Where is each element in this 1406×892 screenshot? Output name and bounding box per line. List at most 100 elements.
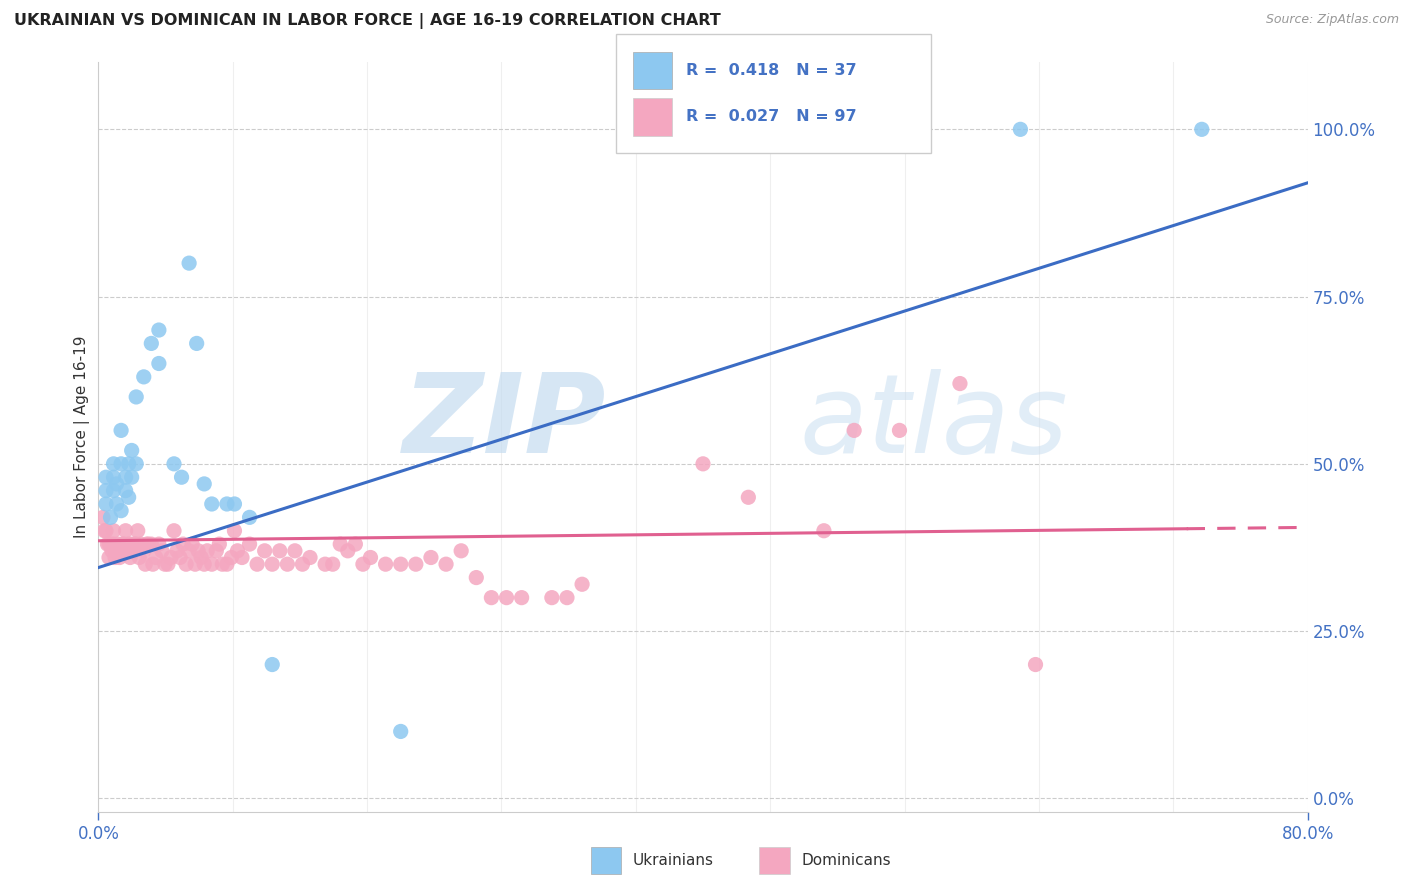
Point — [181, 537, 204, 551]
Point — [193, 557, 215, 572]
Point — [129, 537, 152, 551]
Point — [190, 550, 212, 565]
Point — [336, 544, 359, 558]
Point — [571, 577, 593, 591]
Point — [1010, 122, 1032, 136]
Point — [284, 544, 307, 558]
Point — [105, 497, 128, 511]
Point — [110, 424, 132, 438]
Point — [142, 557, 165, 572]
Point — [163, 457, 186, 471]
Point — [125, 457, 148, 471]
Point — [889, 424, 911, 438]
Point — [510, 591, 533, 605]
Point — [103, 524, 125, 538]
Point — [114, 524, 136, 538]
Point — [150, 544, 173, 558]
Point — [121, 537, 143, 551]
Point — [221, 550, 243, 565]
Point — [495, 591, 517, 605]
Point — [239, 537, 262, 551]
Text: R =  0.027   N = 97: R = 0.027 N = 97 — [686, 110, 856, 124]
Point — [253, 544, 276, 558]
Point — [91, 510, 114, 524]
Point — [201, 557, 224, 572]
Point — [737, 491, 759, 505]
Point — [127, 524, 149, 538]
Point — [153, 557, 176, 572]
Point — [1191, 122, 1213, 136]
Point — [215, 497, 238, 511]
Point — [179, 256, 201, 270]
Point — [329, 537, 352, 551]
Point — [179, 544, 201, 558]
Point — [420, 550, 443, 565]
Point — [104, 550, 127, 565]
Text: Source: ZipAtlas.com: Source: ZipAtlas.com — [1265, 13, 1399, 27]
Text: Ukrainians: Ukrainians — [633, 854, 714, 868]
Point — [262, 557, 284, 572]
Point — [465, 571, 488, 585]
Point — [389, 724, 412, 739]
Point — [156, 557, 179, 572]
Point — [94, 497, 117, 511]
Point — [125, 537, 148, 551]
Point — [103, 537, 125, 551]
Point — [134, 557, 156, 572]
Point — [105, 476, 128, 491]
Point — [205, 544, 228, 558]
Point — [110, 544, 132, 558]
Point — [94, 524, 117, 538]
Point — [105, 544, 128, 558]
Point — [360, 550, 382, 565]
Point — [94, 483, 117, 498]
Point — [141, 537, 163, 551]
Point — [124, 537, 146, 551]
Point — [122, 544, 145, 558]
Point — [110, 503, 132, 517]
Point — [121, 443, 143, 458]
Point — [322, 557, 344, 572]
Point — [136, 537, 159, 551]
Point — [96, 537, 118, 551]
Point — [374, 557, 396, 572]
Point — [100, 537, 122, 551]
Point — [193, 476, 215, 491]
Point — [291, 557, 314, 572]
Text: atlas: atlas — [800, 368, 1069, 475]
Point — [111, 537, 134, 551]
Point — [434, 557, 457, 572]
Point — [118, 457, 141, 471]
Point — [226, 544, 249, 558]
Point — [93, 524, 115, 538]
Text: R =  0.418   N = 37: R = 0.418 N = 37 — [686, 63, 856, 78]
Text: UKRAINIAN VS DOMINICAN IN LABOR FORCE | AGE 16-19 CORRELATION CHART: UKRAINIAN VS DOMINICAN IN LABOR FORCE | … — [14, 13, 721, 29]
Point — [170, 470, 193, 484]
Point — [1024, 657, 1046, 672]
Point — [108, 550, 131, 565]
Point — [110, 457, 132, 471]
Point — [269, 544, 291, 558]
Point — [299, 550, 322, 565]
Point — [224, 497, 246, 511]
Point — [160, 550, 183, 565]
Point — [163, 524, 186, 538]
Point — [118, 537, 141, 551]
Text: ZIP: ZIP — [402, 368, 606, 475]
Point — [246, 557, 269, 572]
Point — [115, 544, 138, 558]
Point — [224, 524, 246, 538]
Point — [98, 537, 121, 551]
Point — [145, 550, 167, 565]
Point — [352, 557, 374, 572]
Point — [94, 470, 117, 484]
Point — [186, 336, 208, 351]
Point — [101, 544, 124, 558]
Point — [120, 550, 142, 565]
Point — [314, 557, 336, 572]
Point — [949, 376, 972, 391]
Point — [215, 557, 238, 572]
Point — [148, 323, 170, 337]
Point — [344, 537, 367, 551]
Point — [135, 537, 157, 551]
